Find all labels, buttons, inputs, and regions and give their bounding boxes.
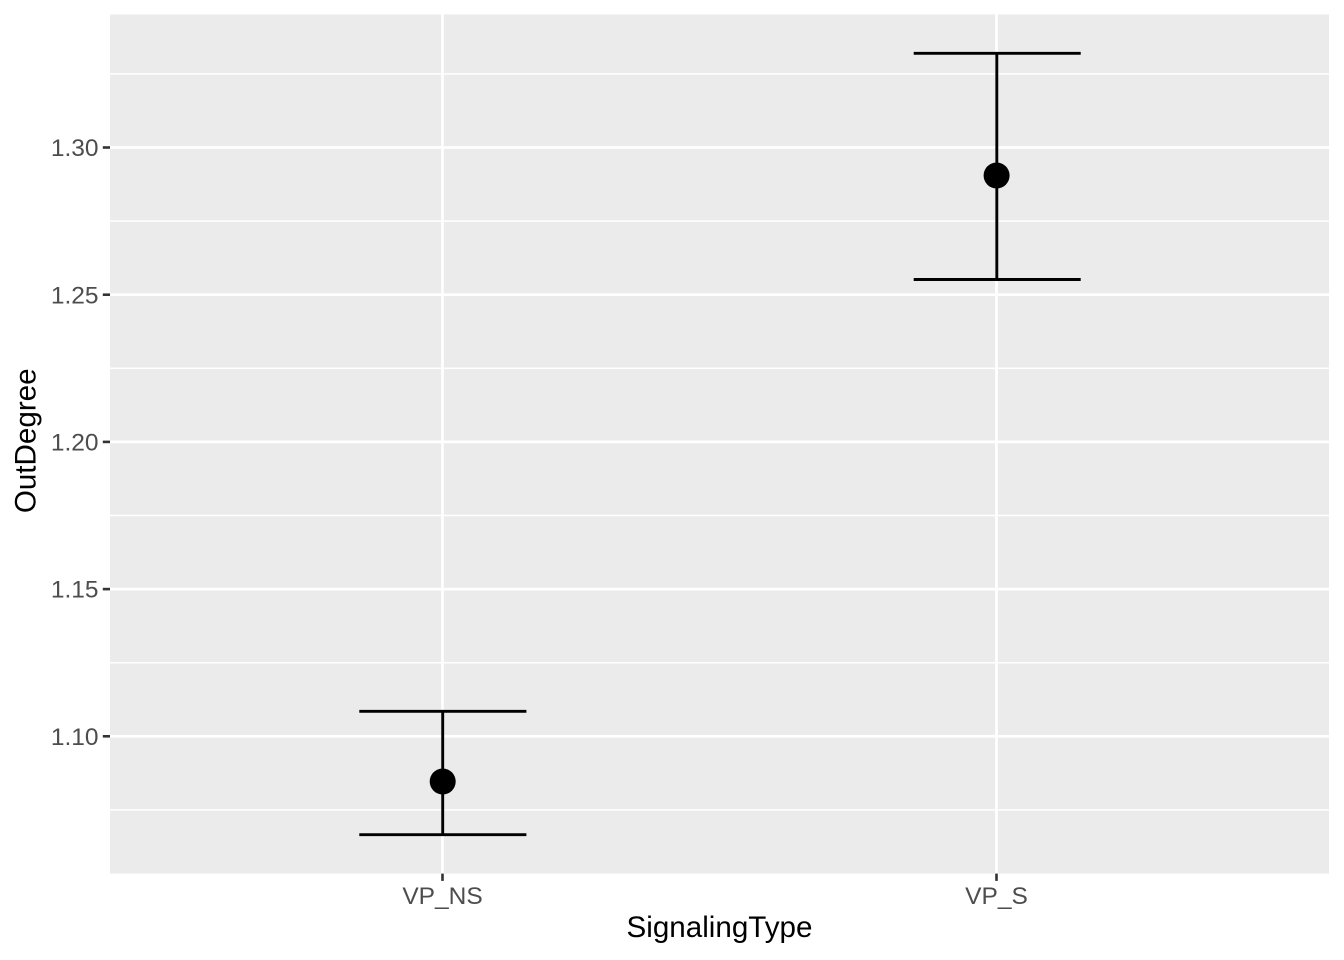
svg-text:OutDegree: OutDegree bbox=[10, 368, 43, 513]
svg-text:VP_NS: VP_NS bbox=[402, 883, 482, 910]
svg-text:1.10: 1.10 bbox=[51, 724, 99, 751]
svg-text:VP_S: VP_S bbox=[965, 883, 1028, 910]
svg-text:1.15: 1.15 bbox=[51, 577, 99, 604]
svg-text:SignalingType: SignalingType bbox=[627, 911, 813, 944]
svg-text:1.20: 1.20 bbox=[51, 430, 99, 457]
svg-text:1.25: 1.25 bbox=[51, 282, 99, 309]
svg-text:1.30: 1.30 bbox=[51, 135, 99, 162]
